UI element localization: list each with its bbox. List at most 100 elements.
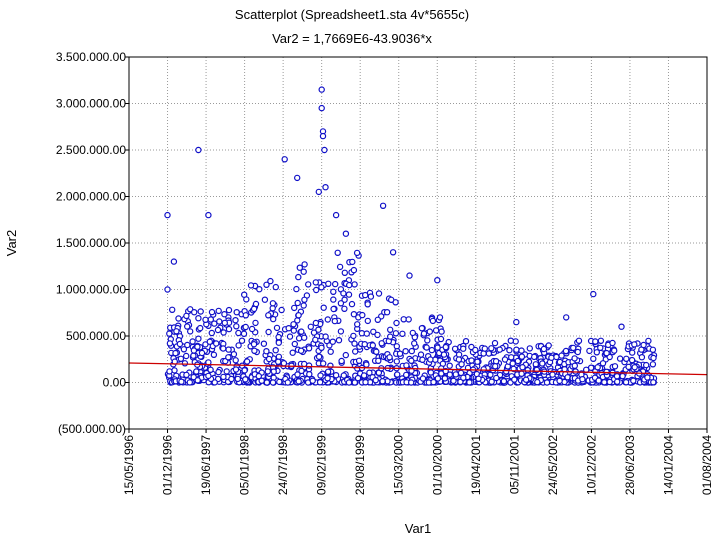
data-point — [408, 379, 415, 386]
data-point — [366, 369, 373, 376]
data-point — [351, 281, 358, 288]
data-point — [349, 258, 356, 266]
data-point — [553, 353, 560, 361]
data-point — [305, 362, 313, 369]
x-tick-label: 01/10/2000 — [430, 435, 444, 495]
data-point — [278, 306, 285, 314]
data-point — [176, 340, 184, 348]
data-point — [545, 342, 552, 349]
data-point — [350, 266, 358, 274]
y-tick-label: 1.000.000.00 — [56, 283, 126, 297]
data-point — [367, 293, 375, 300]
data-point — [352, 348, 359, 355]
data-point — [322, 333, 329, 340]
data-point — [531, 353, 538, 361]
data-point — [393, 319, 400, 327]
data-point — [290, 327, 297, 334]
data-point — [330, 296, 337, 303]
data-point — [275, 339, 282, 346]
data-point — [451, 345, 459, 352]
data-point — [300, 302, 307, 309]
data-point — [337, 328, 345, 335]
data-point — [310, 329, 318, 336]
data-point — [549, 371, 556, 378]
data-point — [480, 366, 487, 373]
data-point — [341, 269, 348, 276]
data-point — [260, 340, 268, 347]
data-point — [301, 296, 308, 303]
data-point — [622, 379, 630, 386]
data-point — [428, 346, 436, 354]
data-point — [574, 348, 582, 356]
data-point — [643, 361, 650, 369]
data-point — [370, 328, 377, 335]
data-point — [284, 379, 291, 386]
data-point — [269, 300, 277, 307]
data-point — [294, 174, 301, 182]
x-tick-label: 28/06/2003 — [623, 435, 637, 495]
data-point — [616, 355, 624, 362]
data-point — [649, 346, 657, 353]
data-point — [513, 346, 520, 353]
data-point — [243, 358, 251, 365]
data-point — [631, 341, 638, 348]
data-point — [263, 348, 270, 355]
data-point — [166, 368, 173, 375]
data-point — [295, 335, 303, 342]
data-point — [225, 346, 232, 353]
data-point — [387, 326, 394, 333]
data-point — [202, 316, 209, 323]
data-point — [275, 358, 282, 365]
data-point — [403, 371, 410, 379]
data-point — [190, 309, 198, 316]
data-point — [362, 379, 369, 386]
data-point — [240, 291, 248, 298]
data-point — [207, 366, 214, 373]
data-point — [273, 324, 281, 332]
data-point — [586, 347, 593, 355]
data-point — [301, 334, 308, 341]
data-point — [466, 379, 473, 386]
data-point — [205, 211, 212, 219]
data-point — [297, 347, 305, 354]
data-point — [522, 376, 530, 383]
data-point — [272, 283, 279, 291]
data-point — [506, 347, 513, 354]
data-point — [387, 333, 394, 340]
x-tick-label: 01/08/2004 — [700, 435, 714, 495]
y-tick-label: 3.000.000.00 — [56, 97, 126, 111]
data-point — [442, 343, 449, 351]
y-axis-label: Var2 — [4, 230, 19, 257]
data-point — [228, 375, 235, 383]
data-point — [261, 296, 269, 303]
data-point — [446, 371, 453, 378]
regression-line — [128, 362, 708, 376]
data-point — [354, 321, 361, 328]
data-point — [225, 306, 233, 314]
data-point — [628, 356, 636, 364]
data-point — [294, 299, 301, 307]
data-point — [348, 300, 356, 308]
data-point — [173, 328, 180, 335]
data-point — [452, 371, 459, 378]
data-point — [346, 281, 353, 289]
data-point — [394, 371, 401, 378]
x-tick-label: 24/05/2002 — [546, 435, 560, 495]
data-point — [383, 309, 391, 316]
data-point — [364, 301, 371, 308]
data-point — [618, 323, 625, 330]
data-point — [491, 339, 499, 347]
data-point — [441, 375, 449, 382]
data-point — [324, 368, 332, 375]
data-point — [230, 351, 238, 358]
y-tick-label: 500.000.00 — [66, 329, 126, 343]
data-point — [481, 345, 488, 352]
data-point — [330, 288, 337, 295]
data-point — [175, 315, 182, 322]
data-point — [265, 312, 272, 319]
data-point — [166, 340, 174, 347]
data-point — [255, 372, 262, 380]
x-tick-label: 19/04/2001 — [469, 435, 483, 495]
data-point — [211, 379, 218, 386]
data-point — [378, 340, 385, 347]
